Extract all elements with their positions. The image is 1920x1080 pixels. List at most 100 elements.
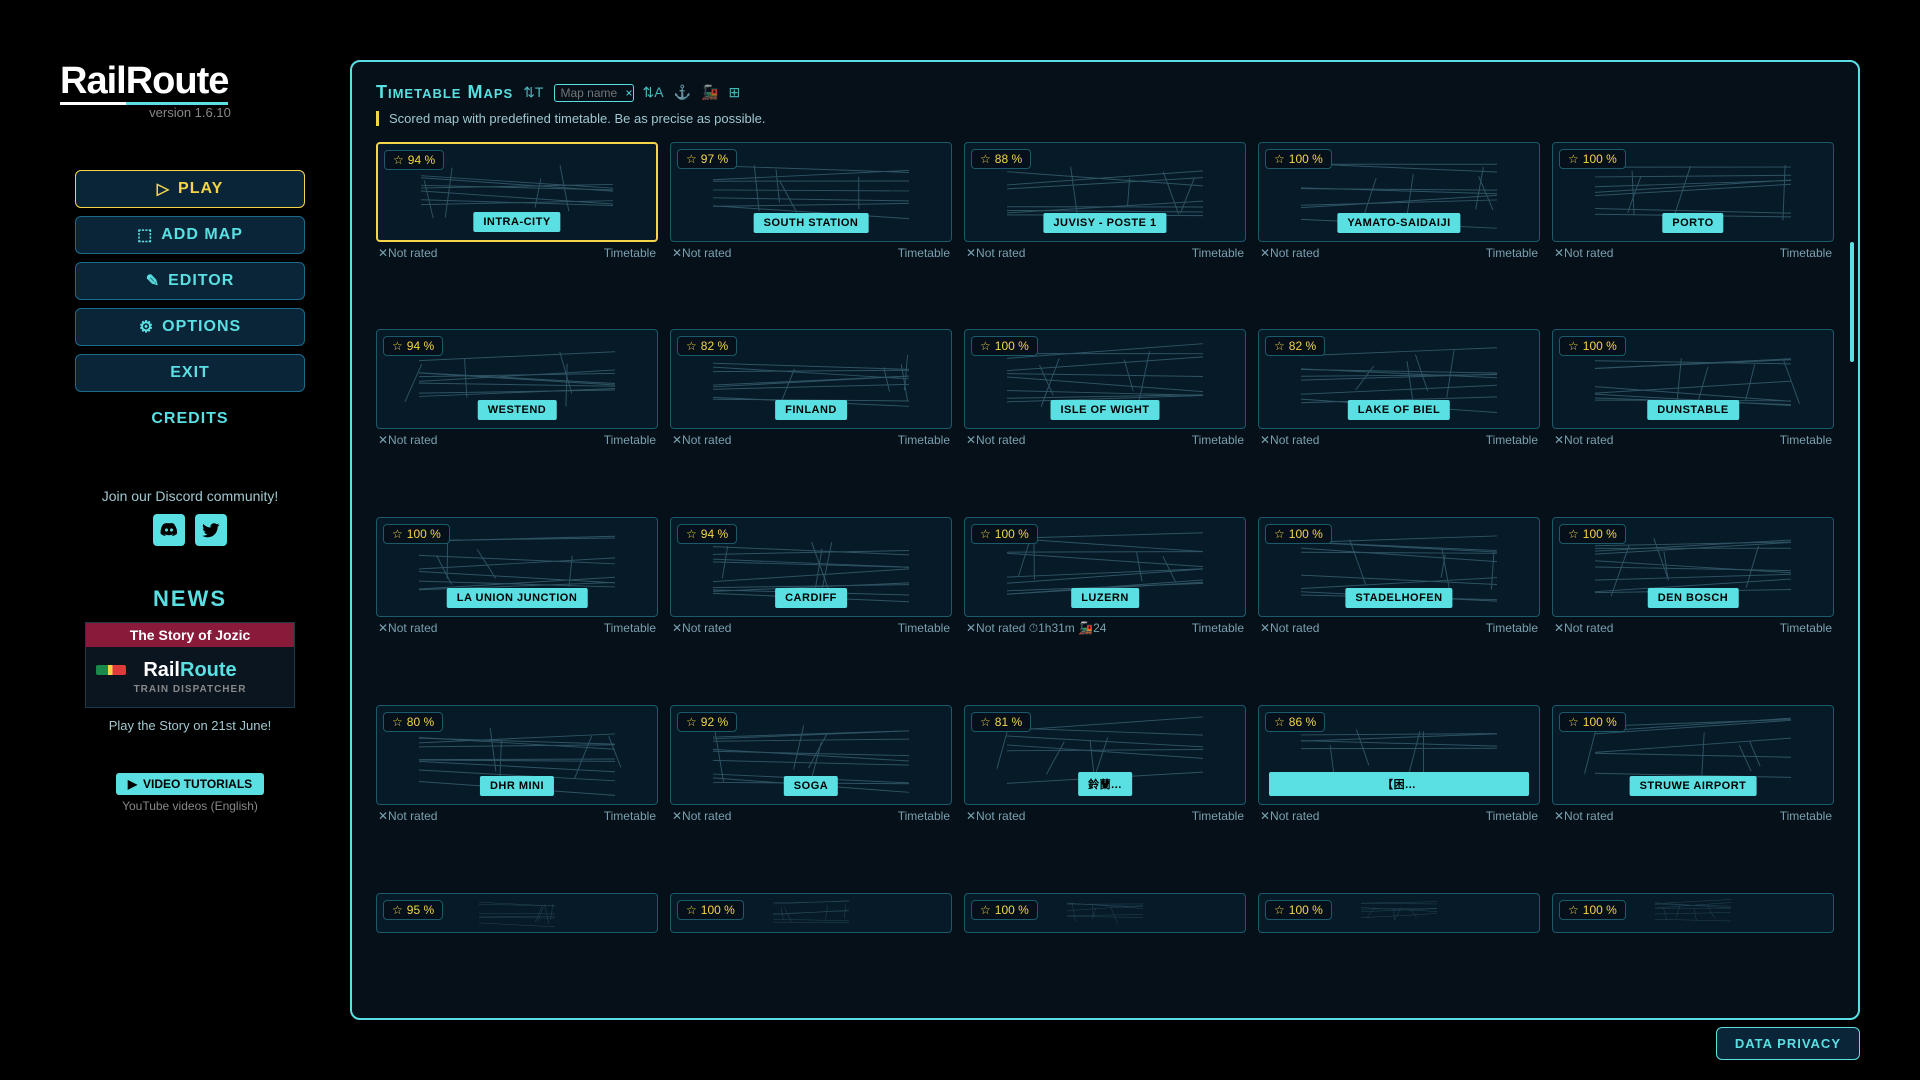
- map-thumbnail[interactable]: ☆ 100 % DUNSTABLE: [1552, 329, 1834, 429]
- map-name-label: SOGA: [784, 776, 838, 796]
- rating-value: 100 %: [995, 339, 1029, 353]
- map-thumbnail[interactable]: ☆ 82 % FINLAND: [670, 329, 952, 429]
- map-thumbnail[interactable]: ☆ 80 % DHR MINI: [376, 705, 658, 805]
- map-rating-badge: ☆ 82 %: [1265, 336, 1325, 356]
- map-card[interactable]: ☆ 100 %: [964, 893, 1246, 988]
- map-card[interactable]: ☆ 86 % 【困... ✕Not rated Timetable: [1258, 705, 1540, 878]
- video-tutorials-button[interactable]: ▶ VIDEO TUTORIALS: [116, 773, 264, 795]
- news-banner[interactable]: The Story of Jozic RailRoute TRAIN DISPA…: [85, 622, 295, 708]
- map-thumbnail[interactable]: ☆ 100 % ISLE OF WIGHT: [964, 329, 1246, 429]
- map-card[interactable]: ☆ 100 % ISLE OF WIGHT ✕Not rated Timetab…: [964, 329, 1246, 502]
- map-thumbnail[interactable]: ☆ 100 % LUZERN: [964, 517, 1246, 617]
- scrollbar-thumb[interactable]: [1850, 242, 1854, 362]
- map-card[interactable]: ☆ 100 % DEN BOSCH ✕Not rated Timetable: [1552, 517, 1834, 691]
- map-thumbnail[interactable]: ☆ 100 %: [670, 893, 952, 933]
- community-text: Join our Discord community!: [60, 488, 320, 504]
- map-type-label: Timetable: [1780, 246, 1832, 260]
- options-button[interactable]: ⚙ OPTIONS: [75, 308, 305, 346]
- map-rating-status: ✕Not rated: [672, 246, 731, 260]
- add-map-icon: ⬚: [137, 225, 153, 245]
- map-thumbnail[interactable]: ☆ 100 % YAMATO-SAIDAIJI: [1258, 142, 1540, 242]
- map-thumbnail[interactable]: ☆ 100 %: [1552, 893, 1834, 933]
- map-name-label: DEN BOSCH: [1648, 588, 1739, 608]
- map-thumbnail[interactable]: ☆ 100 % STADELHOFEN: [1258, 517, 1540, 617]
- map-rating-badge: ☆ 100 %: [1265, 149, 1332, 169]
- map-card[interactable]: ☆ 95 %: [376, 893, 658, 988]
- filter-icon-3[interactable]: 🚂: [701, 84, 718, 101]
- map-thumbnail[interactable]: ☆ 94 % INTRA-CITY: [376, 142, 658, 242]
- banner-body: RailRoute TRAIN DISPATCHER: [86, 647, 294, 707]
- news-title: NEWS: [60, 586, 320, 612]
- map-card[interactable]: ☆ 100 % DUNSTABLE ✕Not rated Timetable: [1552, 329, 1834, 502]
- clear-search-icon[interactable]: ×: [626, 86, 633, 100]
- discord-icon[interactable]: [153, 514, 185, 546]
- version-label: version 1.6.10: [60, 105, 320, 120]
- map-thumbnail[interactable]: ☆ 94 % CARDIFF: [670, 517, 952, 617]
- rating-value: 80 %: [407, 715, 434, 729]
- filter-icon-4[interactable]: ⊞: [728, 84, 740, 101]
- options-icon: ⚙: [139, 317, 154, 337]
- map-card[interactable]: ☆ 88 % JUVISY - POSTE 1 ✕Not rated Timet…: [964, 142, 1246, 315]
- rating-value: 95 %: [407, 903, 434, 917]
- map-thumbnail[interactable]: ☆ 100 % PORTO: [1552, 142, 1834, 242]
- map-card[interactable]: ☆ 100 % LA UNION JUNCTION ✕Not rated Tim…: [376, 517, 658, 691]
- map-thumbnail[interactable]: ☆ 95 %: [376, 893, 658, 933]
- map-thumbnail[interactable]: ☆ 100 % STRUWE AIRPORT: [1552, 705, 1834, 805]
- map-name-label: CARDIFF: [775, 588, 847, 608]
- map-card[interactable]: ☆ 94 % CARDIFF ✕Not rated Timetable: [670, 517, 952, 691]
- map-card[interactable]: ☆ 94 % WESTEND ✕Not rated Timetable: [376, 329, 658, 502]
- star-icon: ☆: [392, 527, 403, 541]
- map-thumbnail[interactable]: ☆ 100 % LA UNION JUNCTION: [376, 517, 658, 617]
- map-thumbnail[interactable]: ☆ 82 % LAKE OF BIEL: [1258, 329, 1540, 429]
- play-button[interactable]: ▷ PLAY: [75, 170, 305, 208]
- rating-value: 82 %: [1289, 339, 1316, 353]
- map-thumbnail[interactable]: ☆ 94 % WESTEND: [376, 329, 658, 429]
- star-icon: ☆: [1274, 339, 1285, 353]
- map-thumbnail[interactable]: ☆ 100 %: [1258, 893, 1540, 933]
- map-thumbnail[interactable]: ☆ 100 %: [964, 893, 1246, 933]
- exit-button[interactable]: EXIT: [75, 354, 305, 392]
- map-card[interactable]: ☆ 100 %: [1258, 893, 1540, 988]
- filter-sort-icon[interactable]: ⇅A: [643, 84, 664, 101]
- filter-text-icon[interactable]: ⇅T: [523, 84, 543, 101]
- map-thumbnail[interactable]: ☆ 88 % JUVISY - POSTE 1: [964, 142, 1246, 242]
- search-input[interactable]: [554, 84, 634, 102]
- map-rating-status: ✕Not rated ⏱1h31m 🚂24: [966, 621, 1106, 636]
- filter-icon-2[interactable]: ⚓: [674, 84, 691, 101]
- map-card[interactable]: ☆ 82 % FINLAND ✕Not rated Timetable: [670, 329, 952, 502]
- map-meta: ✕Not rated Timetable: [1258, 809, 1540, 823]
- map-card[interactable]: ☆ 100 % STRUWE AIRPORT ✕Not rated Timeta…: [1552, 705, 1834, 878]
- map-name-label: LAKE OF BIEL: [1348, 400, 1450, 420]
- maps-grid: ☆ 94 % INTRA-CITY ✕Not rated Timetable ☆…: [376, 142, 1834, 988]
- map-rating-status: ✕Not rated: [966, 246, 1025, 260]
- map-thumbnail[interactable]: ☆ 97 % SOUTH STATION: [670, 142, 952, 242]
- map-card[interactable]: ☆ 97 % SOUTH STATION ✕Not rated Timetabl…: [670, 142, 952, 315]
- map-card[interactable]: ☆ 94 % INTRA-CITY ✕Not rated Timetable: [376, 142, 658, 315]
- map-card[interactable]: ☆ 100 %: [670, 893, 952, 988]
- add-map-button[interactable]: ⬚ ADD MAP: [75, 216, 305, 254]
- data-privacy-button[interactable]: DATA PRIVACY: [1716, 1027, 1860, 1060]
- map-rating-badge: ☆ 100 %: [1265, 524, 1332, 544]
- map-meta: ✕Not rated Timetable: [670, 433, 952, 447]
- map-thumbnail[interactable]: ☆ 81 % 鈴蘭...: [964, 705, 1246, 805]
- map-card[interactable]: ☆ 100 % PORTO ✕Not rated Timetable: [1552, 142, 1834, 315]
- map-card[interactable]: ☆ 80 % DHR MINI ✕Not rated Timetable: [376, 705, 658, 878]
- map-card[interactable]: ☆ 100 % YAMATO-SAIDAIJI ✕Not rated Timet…: [1258, 142, 1540, 315]
- map-card[interactable]: ☆ 100 % LUZERN ✕Not rated ⏱1h31m 🚂24 Tim…: [964, 517, 1246, 691]
- map-card[interactable]: ☆ 92 % SOGA ✕Not rated Timetable: [670, 705, 952, 878]
- map-card[interactable]: ☆ 100 % STADELHOFEN ✕Not rated Timetable: [1258, 517, 1540, 691]
- editor-button[interactable]: ✎ EDITOR: [75, 262, 305, 300]
- map-card[interactable]: ☆ 100 %: [1552, 893, 1834, 988]
- map-name-label: WESTEND: [478, 400, 557, 420]
- privacy-label: DATA PRIVACY: [1735, 1036, 1841, 1051]
- map-card[interactable]: ☆ 82 % LAKE OF BIEL ✕Not rated Timetable: [1258, 329, 1540, 502]
- map-rating-status: ✕Not rated: [1260, 809, 1319, 823]
- map-thumbnail[interactable]: ☆ 86 % 【困...: [1258, 705, 1540, 805]
- map-name-label: JUVISY - POSTE 1: [1043, 213, 1166, 233]
- twitter-icon[interactable]: [195, 514, 227, 546]
- map-thumbnail[interactable]: ☆ 100 % DEN BOSCH: [1552, 517, 1834, 617]
- rating-value: 86 %: [1289, 715, 1316, 729]
- map-card[interactable]: ☆ 81 % 鈴蘭... ✕Not rated Timetable: [964, 705, 1246, 878]
- map-thumbnail[interactable]: ☆ 92 % SOGA: [670, 705, 952, 805]
- credits-button[interactable]: CREDITS: [75, 400, 305, 438]
